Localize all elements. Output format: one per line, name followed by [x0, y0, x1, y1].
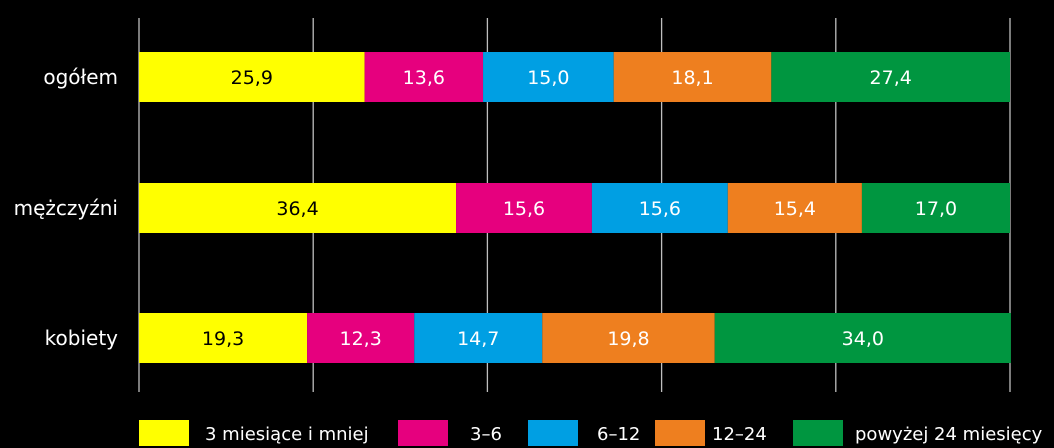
data-label-1-1: 15,6 [503, 198, 545, 220]
data-label-0-0: 25,9 [231, 67, 273, 89]
bar-segment-1-4 [861, 183, 1010, 233]
data-label-0-2: 15,0 [527, 67, 569, 89]
legend: 3 miesiące i mniej 3–6 6–12 12–24 powyżej 24… [139, 420, 1043, 446]
bar-segment-2-0 [139, 313, 308, 363]
category-label-1: mężczyźni [14, 196, 118, 220]
bars-layer: 25,9 13,6 15,0 18,1 27,4 36,4 15,6 15,6 15,4 17,0… [139, 52, 1011, 363]
bar-segment-1-0 [139, 183, 457, 233]
data-label-0-1: 13,6 [403, 67, 445, 89]
bar-segment-1-2 [591, 183, 728, 233]
data-label-0-3: 18,1 [671, 67, 713, 89]
legend-swatch-0 [139, 420, 189, 446]
legend-swatch-3 [655, 420, 705, 446]
category-label-0: ogółem [43, 65, 118, 89]
data-label-2-4: 34,0 [842, 328, 884, 350]
bar-segment-2-1 [307, 313, 415, 363]
legend-label-4: powyżej 24 miesięcy [855, 424, 1043, 445]
data-label-2-1: 12,3 [340, 328, 382, 350]
data-label-1-3: 15,4 [774, 198, 816, 220]
data-label-1-4: 17,0 [915, 198, 957, 220]
data-label-0-4: 27,4 [870, 67, 912, 89]
category-label-2: kobiety [45, 326, 119, 350]
legend-swatch-4 [793, 420, 843, 446]
data-label-2-3: 19,8 [607, 328, 649, 350]
legend-label-1: 3–6 [470, 424, 502, 445]
legend-swatch-1 [398, 420, 448, 446]
bar-segment-1-1 [456, 183, 592, 233]
bar-segment-0-4 [771, 52, 1010, 102]
data-label-1-2: 15,6 [639, 198, 681, 220]
legend-label-3: 12–24 [712, 424, 767, 445]
bar-segment-2-4 [714, 313, 1011, 363]
bar-segment-2-3 [542, 313, 715, 363]
data-label-1-0: 36,4 [276, 198, 318, 220]
bar-segment-0-0 [139, 52, 365, 102]
bar-segment-1-3 [727, 183, 862, 233]
legend-label-0: 3 miesiące i mniej [205, 424, 369, 445]
bar-segment-0-1 [364, 52, 484, 102]
bar-segment-0-2 [483, 52, 614, 102]
legend-swatch-2 [528, 420, 578, 446]
category-labels: ogółem mężczyźni kobiety [14, 65, 119, 350]
data-label-2-0: 19,3 [202, 328, 244, 350]
bar-segment-0-3 [613, 52, 772, 102]
legend-label-2: 6–12 [597, 424, 640, 445]
bar-segment-2-2 [414, 313, 543, 363]
data-label-2-2: 14,7 [457, 328, 499, 350]
